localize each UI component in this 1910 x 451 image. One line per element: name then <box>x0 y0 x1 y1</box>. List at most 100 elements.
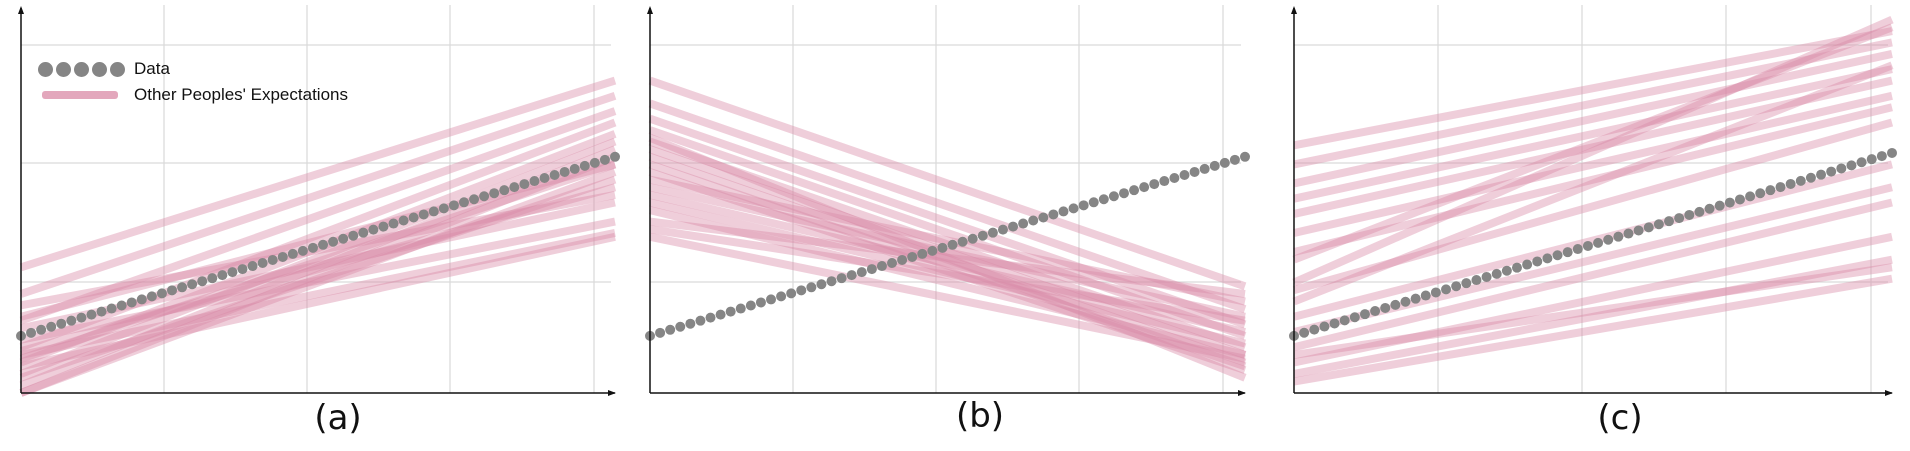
data-point <box>856 267 867 278</box>
data-point <box>766 294 777 305</box>
data-point <box>957 236 968 247</box>
data-point <box>1319 321 1330 332</box>
data-point <box>1229 154 1240 165</box>
data-point <box>146 291 157 302</box>
data-point <box>408 212 419 223</box>
data-point <box>106 303 117 314</box>
data-point <box>1542 253 1553 264</box>
data-point <box>1028 215 1039 226</box>
x-axis-arrow-icon <box>608 390 616 396</box>
data-point <box>247 261 258 272</box>
expectation-line <box>649 190 1246 336</box>
expectation-line <box>648 137 1247 352</box>
data-point <box>705 312 716 323</box>
data-point <box>1623 228 1634 239</box>
chart-panel-a <box>0 0 640 451</box>
data-point <box>1501 265 1512 276</box>
chart-svg-b <box>645 5 1250 396</box>
data-point <box>1866 154 1877 165</box>
expectation-line <box>649 198 1246 348</box>
data-point <box>685 318 696 329</box>
data-point <box>866 264 877 275</box>
expectation-line <box>19 118 617 352</box>
data-point <box>569 163 580 174</box>
data-point <box>418 209 429 220</box>
data-point <box>887 258 898 269</box>
data-point <box>1370 306 1381 317</box>
data-point <box>1765 185 1776 196</box>
data-points-b <box>645 151 1250 341</box>
expectation-line <box>648 168 1247 374</box>
expectation-lines-b <box>648 76 1247 382</box>
expectation-line <box>1292 23 1894 264</box>
data-point <box>1441 284 1452 295</box>
grid-c <box>1294 5 1888 393</box>
data-point <box>479 191 490 202</box>
expectation-line <box>1293 232 1893 367</box>
data-point <box>1088 197 1099 208</box>
data-point <box>1887 147 1897 158</box>
data-point <box>167 285 178 296</box>
data-point <box>1643 222 1654 233</box>
data-point <box>499 185 510 196</box>
data-point <box>1199 163 1210 174</box>
legend: Data Other Peoples' Expectations <box>38 56 348 108</box>
data-point <box>1674 213 1685 224</box>
expectation-line <box>19 153 617 397</box>
data-point <box>1018 218 1029 229</box>
axes-b <box>647 6 1246 396</box>
data-point <box>207 273 218 284</box>
data-point <box>177 282 188 293</box>
data-point <box>227 267 238 278</box>
y-axis-arrow-icon <box>647 6 653 14</box>
expectation-line <box>1293 27 1893 150</box>
legend-data-marker <box>38 61 126 77</box>
expectation-line <box>1293 103 1893 256</box>
expectation-line <box>19 130 617 367</box>
data-point <box>217 270 228 281</box>
data-point <box>277 251 288 262</box>
data-point <box>46 321 57 332</box>
data-point <box>1846 160 1857 171</box>
data-point <box>1048 209 1059 220</box>
data-point <box>745 300 756 311</box>
data-point <box>836 273 847 284</box>
expectation-line <box>648 114 1247 329</box>
data-point <box>1816 169 1827 180</box>
data-point <box>1410 293 1421 304</box>
data-point <box>1826 166 1837 177</box>
data-point <box>1805 172 1816 183</box>
data-point <box>816 279 827 290</box>
data-point <box>1068 203 1079 214</box>
data-point <box>610 151 620 162</box>
data-point <box>1139 182 1150 193</box>
expectation-line <box>1293 255 1893 378</box>
data-point <box>589 157 600 168</box>
chart-svg-c <box>1289 5 1897 396</box>
data-point <box>927 245 938 256</box>
data-point <box>1169 173 1180 184</box>
caption-b: (b) <box>955 396 1005 436</box>
data-point <box>655 327 666 338</box>
data-point <box>1613 231 1624 242</box>
expectation-line <box>1292 61 1894 306</box>
data-point <box>1309 324 1320 335</box>
data-point <box>1400 296 1411 307</box>
data-point <box>489 188 500 199</box>
data-point <box>1684 209 1695 220</box>
data-point <box>876 261 887 272</box>
data-point <box>1451 281 1462 292</box>
expectation-line <box>1293 50 1893 188</box>
data-point <box>1653 219 1664 230</box>
data-points-a <box>16 151 620 341</box>
data-points-c <box>1289 147 1897 341</box>
data-point <box>539 173 550 184</box>
data-point <box>156 288 167 299</box>
expectation-line <box>20 190 616 310</box>
data-point <box>735 303 746 314</box>
data-point <box>1339 315 1350 326</box>
expectation-line <box>1293 65 1893 203</box>
data-point <box>1349 312 1360 323</box>
data-point <box>1430 287 1441 298</box>
